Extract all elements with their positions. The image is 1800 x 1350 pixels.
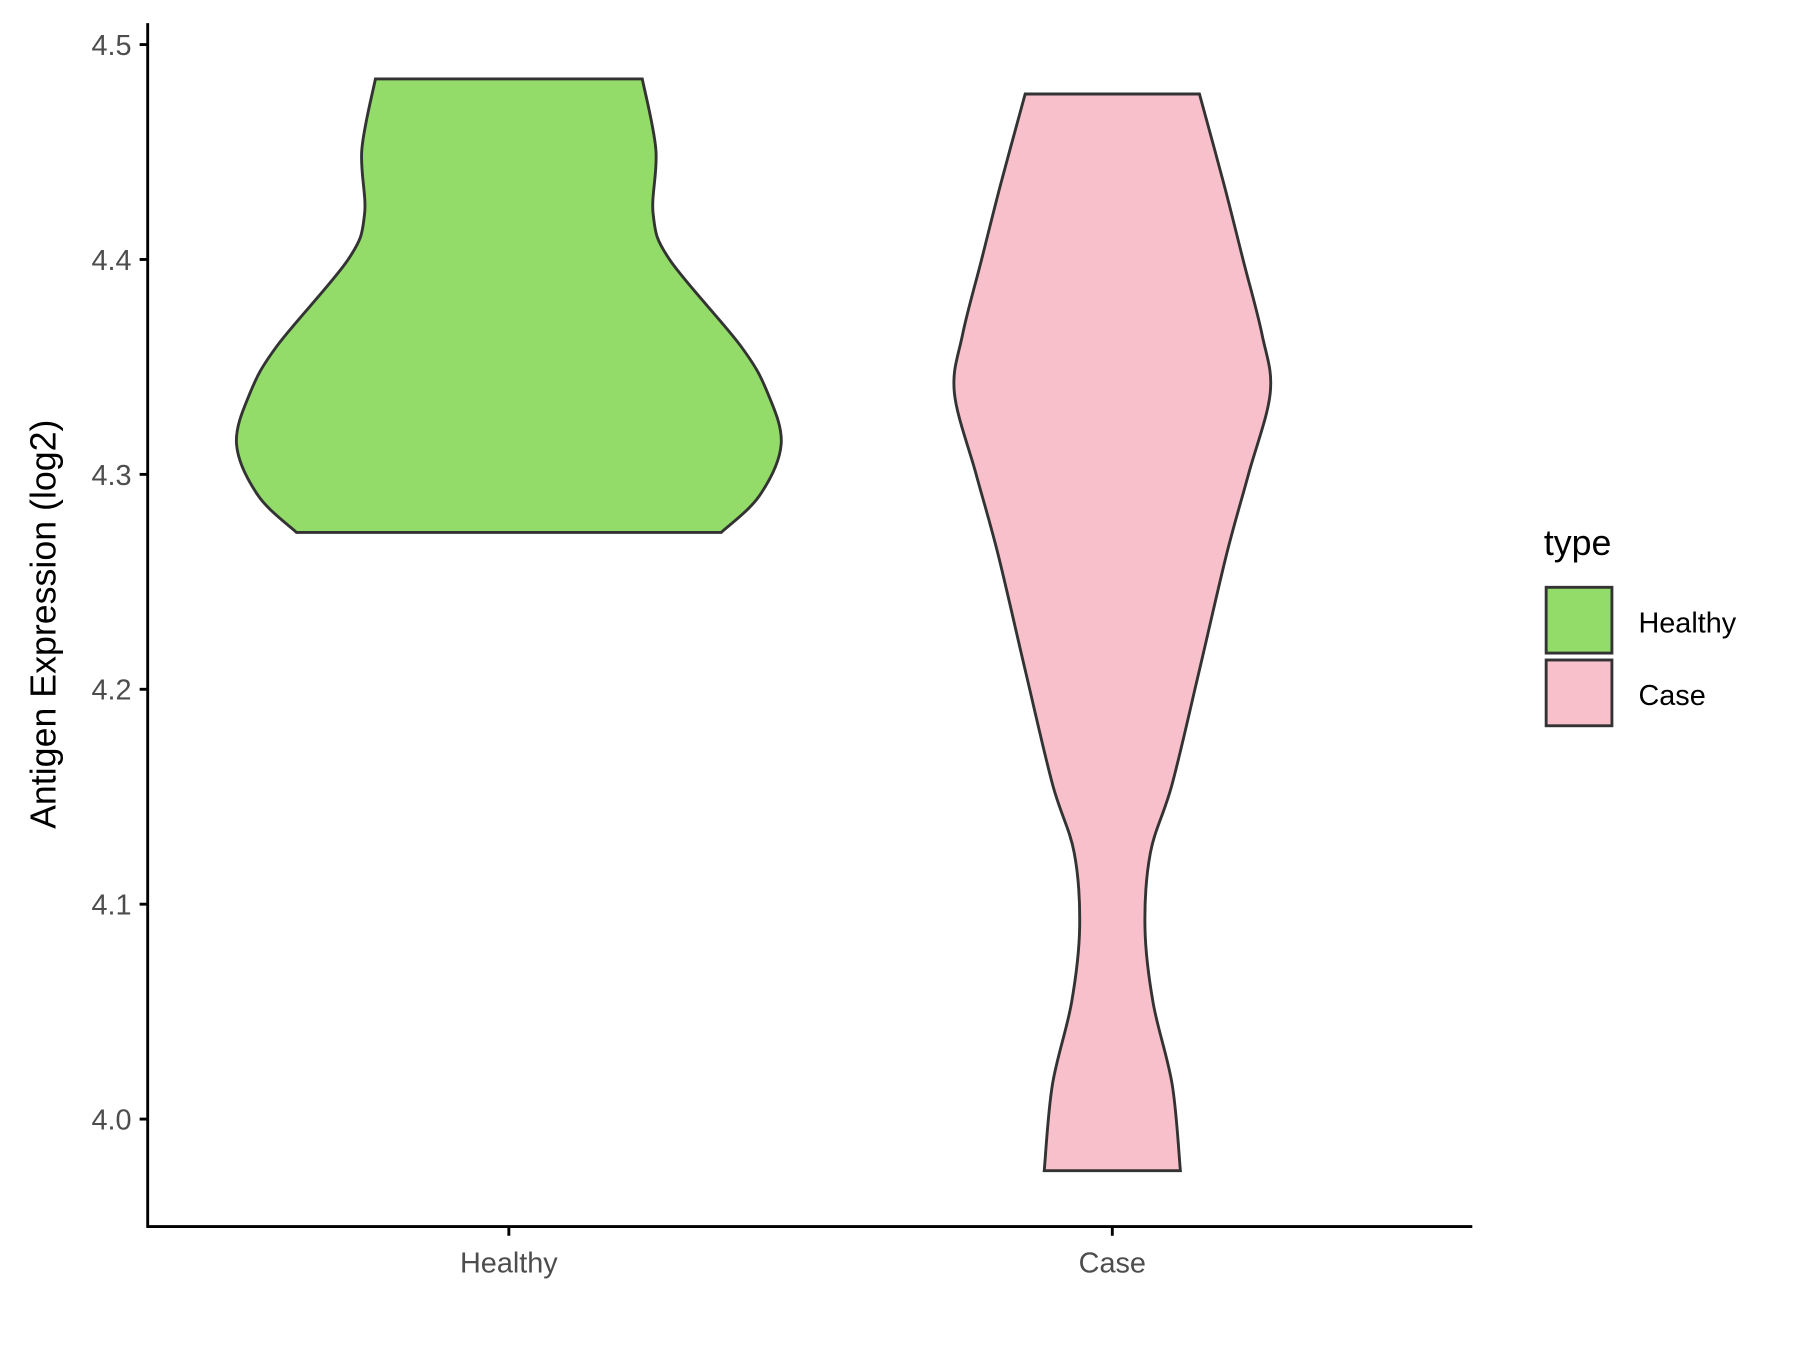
- y-tick-label: 4.0: [91, 1104, 131, 1136]
- y-tick-label: 4.3: [91, 460, 131, 492]
- violin-healthy: [235, 77, 783, 534]
- violins: [235, 77, 1273, 1173]
- y-tick-label: 4.4: [91, 245, 131, 277]
- y-axis-title: Antigen Expression (log2): [23, 420, 63, 829]
- legend: type Healthy Case: [1544, 523, 1737, 728]
- y-tick-label: 4.2: [91, 675, 131, 707]
- legend-label-case: Case: [1638, 680, 1705, 712]
- violin-case: [952, 92, 1273, 1173]
- x-tick-label: Case: [1079, 1248, 1146, 1280]
- legend-swatch-healthy: [1544, 585, 1614, 655]
- x-ticks: Healthy Case: [460, 1226, 1146, 1280]
- legend-swatch-case: [1544, 658, 1614, 728]
- legend-title: type: [1544, 523, 1612, 563]
- x-tick-label: Healthy: [460, 1248, 558, 1280]
- legend-label-healthy: Healthy: [1638, 607, 1736, 639]
- y-tick-label: 4.1: [91, 890, 131, 922]
- y-ticks: 4.0 4.1 4.2 4.3 4.4 4.5: [91, 30, 148, 1136]
- y-tick-label: 4.5: [91, 30, 131, 62]
